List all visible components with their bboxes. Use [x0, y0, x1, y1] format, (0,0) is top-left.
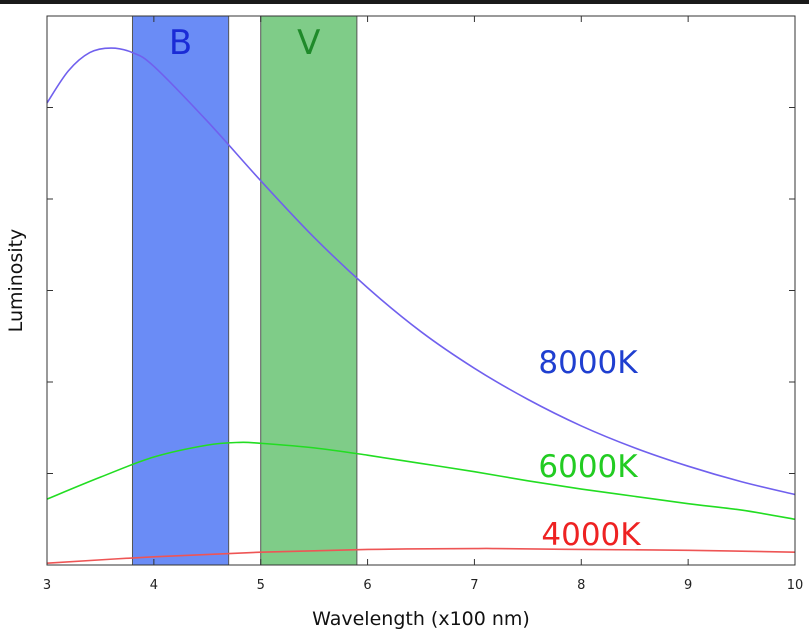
x-tick-label: 8: [577, 578, 585, 593]
x-tick-label: 3: [43, 578, 51, 593]
band-label-b: B: [169, 23, 192, 63]
x-axis-label: Wavelength (x100 nm): [312, 608, 530, 630]
band-label-v: V: [297, 23, 320, 63]
x-tick-label: 6: [363, 578, 371, 593]
series-label-8000k: 8000K: [538, 345, 638, 381]
series-line-6000k: [46, 441, 796, 521]
series-label-4000k: 4000K: [541, 517, 641, 553]
series-line-8000k: [46, 47, 796, 496]
series-line-4000k: [46, 547, 796, 564]
chart-labels: 8000K 6000K 4000K: [538, 345, 641, 553]
x-tick-label: 4: [150, 578, 158, 593]
x-tick-label: 7: [470, 578, 478, 593]
x-tick-label: 5: [257, 578, 265, 593]
band-b: [131, 15, 230, 566]
y-axis-label: Luminosity: [5, 229, 27, 333]
series-label-6000k: 6000K: [538, 449, 638, 485]
axis-ticks: 3 4 5 6 7 8 9 10: [43, 15, 804, 593]
band-v: [260, 15, 358, 566]
top-border: [0, 0, 809, 4]
x-tick-label: 9: [684, 578, 692, 593]
x-tick-label: 10: [787, 578, 804, 593]
series-lines: [46, 47, 796, 564]
